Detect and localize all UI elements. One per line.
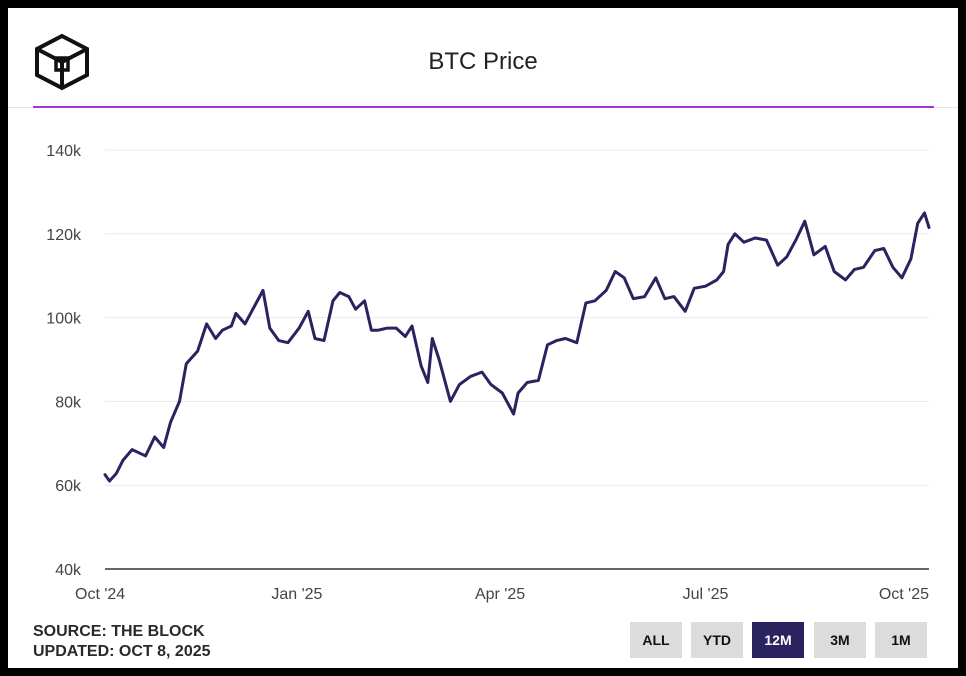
chart-footer: SOURCE: THE BLOCK UPDATED: OCT 8, 2025 [33,622,211,662]
source-label: SOURCE: THE BLOCK [33,623,205,640]
range-button-12m[interactable]: 12M [752,622,804,658]
range-button-3m[interactable]: 3M [814,622,866,658]
range-button-ytd[interactable]: YTD [691,622,743,658]
y-tick-label: 120k [46,227,82,244]
y-tick-label: 60k [55,478,82,495]
x-tick-label: Oct '24 [75,586,125,603]
x-tick-label: Apr '25 [475,586,525,603]
the-block-cube-icon [35,33,89,91]
btc-price-line [103,211,931,483]
price-chart: 40k 60k 80k 100k 120k 140k Oct '24 Jan '25 Apr '… [46,143,931,603]
accent-divider [33,106,934,108]
x-tick-label: Jan '25 [271,586,322,603]
y-tick-label: 80k [55,394,82,411]
x-tick-label: Oct '25 [879,586,929,603]
y-tick-label: 40k [55,562,82,579]
x-tick-label: Jul '25 [683,586,729,603]
y-tick-label: 100k [46,311,82,328]
y-tick-label: 140k [46,143,82,160]
chart-card: BTC Price 40k 60k 80k 100k 120k 140k Oct '24 Ja… [8,8,958,668]
updated-label: UPDATED: OCT 8, 2025 [33,643,211,660]
range-button-1m[interactable]: 1M [875,622,927,658]
range-button-all[interactable]: ALL [630,622,682,658]
chart-title: BTC Price [428,48,538,75]
